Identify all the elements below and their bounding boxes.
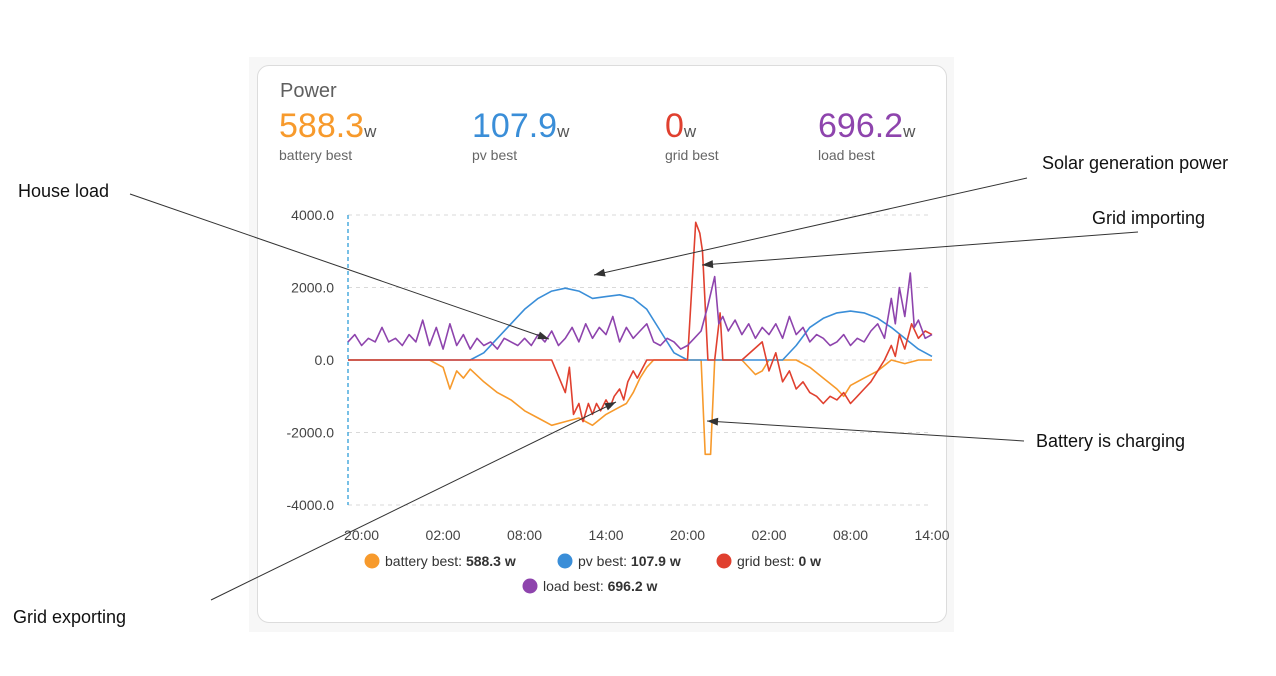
stat-pv-value: 107.9 (472, 107, 558, 145)
x-tick-label: 20:00 (344, 527, 379, 543)
x-tick-label: 20:00 (670, 527, 705, 543)
stat-pv[interactable]: 107.9w pv best (472, 106, 569, 163)
x-tick-label: 08:00 (507, 527, 542, 543)
stat-pv-unit: w (557, 122, 570, 141)
legend-label: load best: 696.2 w (543, 578, 658, 594)
x-tick-label: 14:00 (914, 527, 949, 543)
stat-grid-value: 0 (665, 107, 684, 145)
stat-grid[interactable]: 0w grid best (665, 106, 719, 163)
stat-load-label: load best (818, 147, 875, 163)
arrow-battery-charging-head (707, 417, 719, 426)
legend-label: grid best: 0 w (737, 553, 821, 569)
callout-grid-import: Grid importing (1092, 208, 1206, 228)
arrow-solar-line (593, 177, 1028, 276)
series-line-pv-best (348, 287, 933, 361)
arrow-battery-charging-line (706, 420, 1025, 442)
x-tick-label: 08:00 (833, 527, 868, 543)
arrow-grid-import-head (702, 260, 714, 269)
arrow-grid-export-line (210, 401, 617, 601)
callout-solar: Solar generation power (1042, 153, 1229, 173)
series-line-grid-best (348, 221, 933, 423)
callout-grid-export: Grid exporting (13, 607, 127, 627)
legend-marker (364, 553, 380, 569)
y-tick-label: 4000.0 (291, 207, 334, 223)
legend-marker (716, 553, 732, 569)
x-tick-label: 14:00 (589, 527, 624, 543)
stat-battery-unit: w (364, 122, 377, 141)
x-tick-label: 02:00 (751, 527, 786, 543)
legend-label: pv best: 107.9 w (578, 553, 681, 569)
x-tick-label: 02:00 (426, 527, 461, 543)
stat-battery[interactable]: 588.3w battery best (279, 106, 376, 163)
y-tick-label: 2000.0 (291, 280, 334, 296)
stat-battery-value: 588.3 (279, 107, 365, 145)
stat-load[interactable]: 696.2w load best (818, 106, 915, 163)
callout-house-load: House load (18, 181, 110, 201)
card-title: Power (280, 80, 337, 102)
y-tick-label: -2000.0 (287, 425, 335, 441)
y-tick-label: -4000.0 (287, 497, 335, 513)
arrow-house-load-line (129, 193, 550, 340)
legend-label: battery best: 588.3 w (385, 553, 516, 569)
series-line-battery-best (348, 359, 932, 456)
series-line-load-best (347, 272, 933, 350)
legend-marker (557, 553, 573, 569)
stat-load-value: 696.2 (818, 107, 904, 145)
arrow-solar-head (594, 268, 606, 277)
arrow-grid-import-line (701, 231, 1139, 266)
legend-marker (522, 578, 538, 594)
stat-grid-label: grid best (665, 147, 719, 163)
stat-battery-label: battery best (279, 147, 353, 163)
stat-grid-unit: w (683, 122, 697, 141)
arrow-grid-export-head (604, 402, 616, 411)
stat-load-unit: w (903, 122, 916, 141)
callout-battery-charging: Battery is charging (1036, 431, 1186, 451)
y-tick-label: 0.0 (315, 352, 335, 368)
arrow-house-load-head (537, 331, 549, 340)
stat-pv-label: pv best (472, 147, 518, 163)
